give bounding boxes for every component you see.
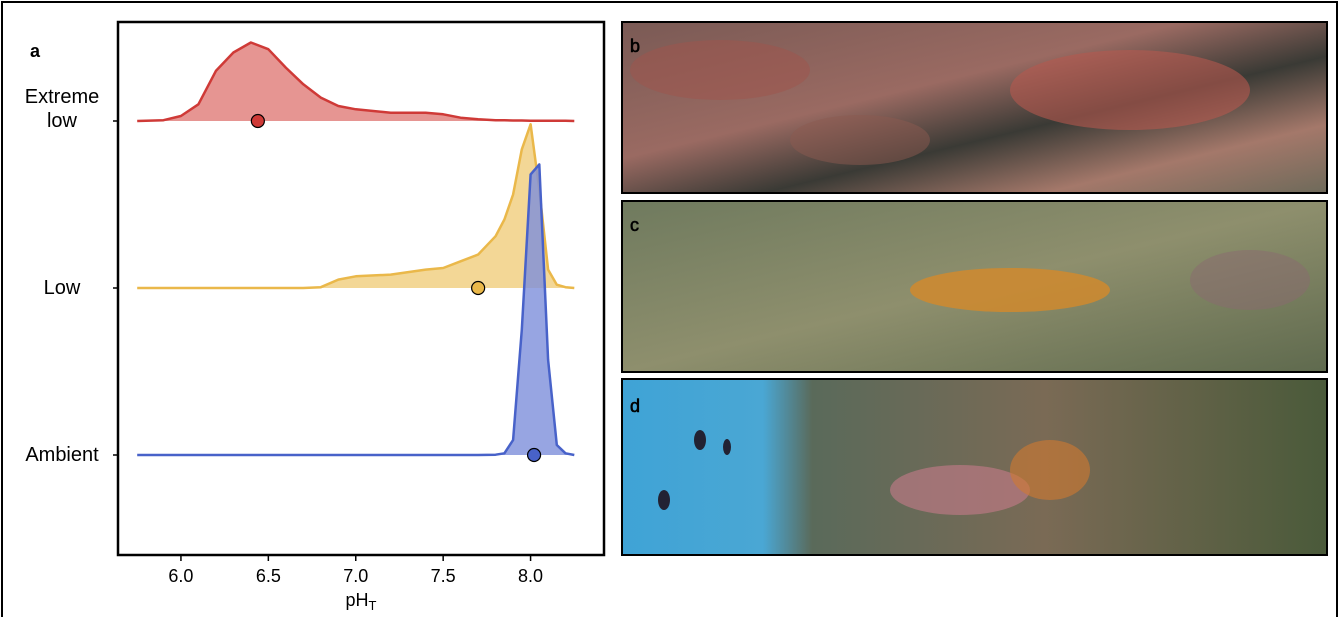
x-tick-label: 6.0 [168, 566, 193, 586]
photo-label: c [630, 215, 639, 235]
figure: b c d a pHT 6.0 6.5 7.0 7.5 8.0 Extreme low L… [0, 0, 1340, 617]
chart: b c d a pHT 6.0 6.5 7.0 7.5 8.0 [0, 0, 1340, 617]
mean-point [528, 449, 541, 462]
y-tick-label: Low [14, 276, 110, 300]
photo-d [622, 379, 1327, 555]
x-tick-label: 7.5 [431, 566, 456, 586]
x-tick-label: 6.5 [256, 566, 281, 586]
x-label-subscript: T [369, 598, 377, 613]
mean-point [472, 282, 485, 295]
mean-point [251, 115, 264, 128]
x-tick-label: 8.0 [518, 566, 543, 586]
x-axis-label: pHT [346, 590, 377, 613]
photo-label: b [630, 36, 640, 56]
x-label-main: pH [346, 590, 369, 610]
y-tick-label: Extreme low [14, 85, 110, 133]
x-tick-label: 7.0 [343, 566, 368, 586]
photo-b [622, 22, 1327, 193]
photo-label: d [630, 396, 640, 416]
y-tick-label: Ambient [14, 443, 110, 467]
panel-label: a [30, 41, 41, 61]
photo-c [622, 201, 1327, 372]
